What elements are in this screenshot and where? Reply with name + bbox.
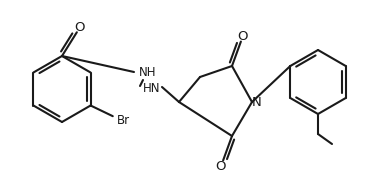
Text: O: O: [238, 30, 248, 43]
Text: HN: HN: [143, 82, 161, 95]
Text: O: O: [74, 21, 85, 34]
Text: N: N: [252, 95, 262, 108]
Text: NH: NH: [139, 66, 157, 79]
Text: Br: Br: [117, 114, 130, 127]
Text: O: O: [215, 160, 225, 173]
